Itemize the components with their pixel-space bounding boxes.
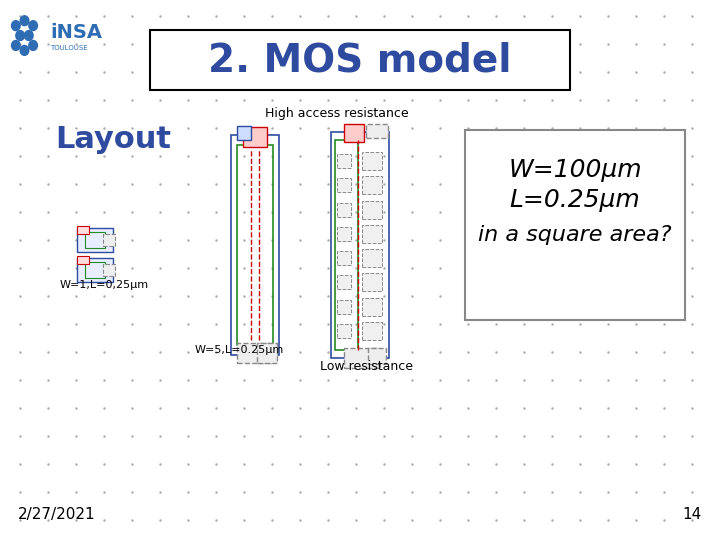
- Bar: [103, 264, 115, 276]
- Bar: [77, 258, 113, 282]
- Bar: [344, 124, 364, 142]
- Bar: [337, 324, 351, 338]
- Bar: [362, 200, 382, 219]
- Bar: [77, 226, 89, 234]
- Text: iNSA: iNSA: [50, 23, 102, 42]
- Bar: [362, 249, 382, 267]
- Bar: [85, 232, 105, 248]
- Text: 2. MOS model: 2. MOS model: [208, 41, 512, 79]
- Text: Layout: Layout: [55, 125, 171, 154]
- Text: in a square area?: in a square area?: [478, 225, 672, 245]
- Bar: [257, 343, 277, 363]
- Bar: [362, 152, 382, 170]
- Circle shape: [20, 45, 29, 55]
- Bar: [337, 251, 351, 265]
- Bar: [362, 225, 382, 243]
- Circle shape: [20, 16, 29, 25]
- Bar: [331, 132, 389, 358]
- Text: TOULOUSE: TOULOUSE: [50, 45, 88, 51]
- Bar: [337, 154, 351, 168]
- Bar: [77, 256, 89, 264]
- Bar: [362, 176, 382, 194]
- Bar: [366, 124, 388, 138]
- FancyBboxPatch shape: [465, 130, 685, 320]
- Bar: [337, 227, 351, 241]
- Bar: [103, 234, 115, 246]
- Text: Low resistance: Low resistance: [320, 360, 413, 373]
- Bar: [337, 202, 351, 217]
- Bar: [237, 343, 273, 363]
- Bar: [231, 135, 279, 355]
- Text: 14: 14: [683, 507, 702, 522]
- Circle shape: [24, 31, 33, 40]
- Text: W=100μm: W=100μm: [508, 158, 642, 182]
- Bar: [77, 228, 113, 252]
- Bar: [337, 300, 351, 314]
- Text: W=1,L=0,25μm: W=1,L=0,25μm: [60, 280, 149, 290]
- Bar: [337, 178, 351, 192]
- Bar: [344, 348, 380, 368]
- Bar: [362, 322, 382, 340]
- FancyBboxPatch shape: [150, 30, 570, 90]
- Bar: [337, 275, 351, 289]
- Circle shape: [29, 21, 37, 31]
- Circle shape: [16, 31, 24, 40]
- Bar: [85, 262, 105, 278]
- Circle shape: [29, 40, 37, 50]
- Bar: [362, 273, 382, 292]
- Text: L=0.25μm: L=0.25μm: [510, 188, 640, 212]
- Bar: [362, 298, 382, 316]
- Bar: [237, 145, 273, 345]
- Text: High access resistance: High access resistance: [265, 107, 409, 120]
- Bar: [237, 126, 251, 140]
- Text: W=5,L=0.25μm: W=5,L=0.25μm: [195, 345, 284, 355]
- Bar: [368, 348, 386, 364]
- Bar: [243, 127, 267, 147]
- Text: 2/27/2021: 2/27/2021: [18, 507, 96, 522]
- Circle shape: [12, 40, 20, 50]
- Circle shape: [12, 21, 20, 31]
- Bar: [335, 140, 358, 350]
